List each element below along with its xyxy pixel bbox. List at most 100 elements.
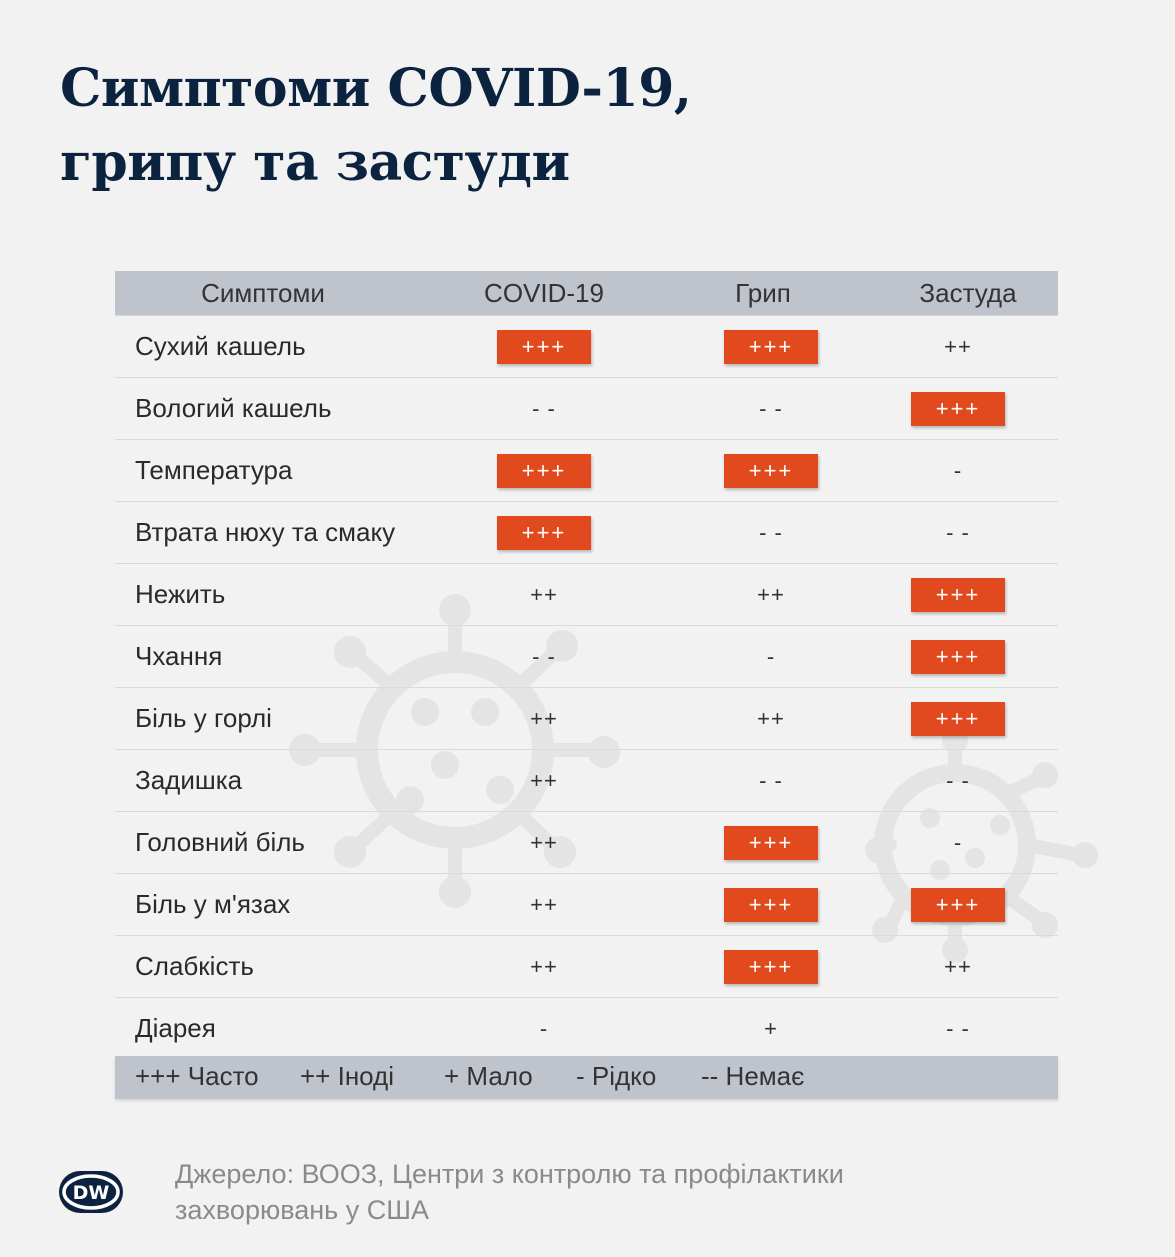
rating-value: ++ (530, 891, 558, 917)
symptom-label: Біль у горлі (135, 703, 272, 733)
rating-badge-high: +++ (911, 391, 1005, 426)
cell-covid: +++ (497, 440, 591, 501)
rating-value: ++ (530, 953, 558, 979)
cell-cold: - - (911, 502, 1005, 563)
symptom-label: Сухий кашель (135, 331, 306, 361)
symptom-label: Вологий кашель (135, 393, 332, 423)
header-flu: Грип (735, 278, 791, 308)
symptom-label: Діарея (135, 1013, 216, 1043)
title-line-2: грипу та застуди (60, 132, 570, 193)
table-row: Сухий кашель +++ +++ ++ (115, 316, 1058, 378)
cell-cold: +++ (911, 564, 1005, 625)
rating-value: - (539, 1015, 549, 1041)
table-row: Задишка ++ - - - - (115, 750, 1058, 812)
rating-badge-high: +++ (911, 887, 1005, 922)
rating-value: - (766, 643, 776, 669)
rating-badge-high: +++ (497, 515, 591, 550)
rating-badge-high: +++ (911, 701, 1005, 736)
cell-flu: - (724, 626, 818, 687)
legend-none: -- Немає (701, 1061, 805, 1091)
legend-rarely: - Рідко (576, 1061, 657, 1091)
header-cold: Застуда (919, 278, 1017, 308)
symptoms-table: Симптоми COVID-19 Грип Застуда Сухий каш… (115, 271, 1058, 1099)
symptom-label: Головний біль (135, 827, 305, 857)
table-header: Симптоми COVID-19 Грип Застуда (115, 271, 1058, 316)
cell-flu: +++ (724, 316, 818, 377)
rating-value: - - (532, 643, 556, 669)
symptom-label: Слабкість (135, 951, 254, 981)
symptom-label: Задишка (135, 765, 243, 795)
cell-flu: +++ (724, 874, 818, 935)
rating-value: - (953, 457, 963, 483)
dw-logo: DW (59, 1171, 123, 1213)
cell-flu: - - (724, 378, 818, 439)
cell-flu: + (724, 998, 818, 1059)
cell-cold: ++ (911, 316, 1005, 377)
table-row: Слабкість ++ +++ ++ (115, 936, 1058, 998)
cell-covid: ++ (497, 688, 591, 749)
cell-flu: +++ (724, 440, 818, 501)
rating-badge-high: +++ (724, 825, 818, 860)
title-line-1: Симптоми COVID-19, (60, 58, 692, 119)
rating-badge-high: +++ (724, 329, 818, 364)
rating-value: - - (532, 395, 556, 421)
rating-value: - - (946, 519, 970, 545)
symptom-label: Біль у м'язах (135, 889, 291, 919)
legend-little: + Мало (444, 1061, 533, 1091)
cell-covid: +++ (497, 316, 591, 377)
table-row: Біль у горлі ++ ++ +++ (115, 688, 1058, 750)
cell-cold: - - (911, 998, 1005, 1059)
rating-badge-high: +++ (911, 639, 1005, 674)
cell-flu: +++ (724, 936, 818, 997)
cell-cold: ++ (911, 936, 1005, 997)
symptom-label: Втрата нюху та смаку (135, 517, 396, 547)
rating-value: - - (759, 395, 783, 421)
rating-badge-high: +++ (911, 577, 1005, 612)
symptom-label: Чхання (135, 641, 223, 671)
cell-flu: ++ (724, 564, 818, 625)
cell-covid: ++ (497, 750, 591, 811)
cell-covid: - - (497, 378, 591, 439)
rating-value: ++ (944, 953, 972, 979)
cell-covid: ++ (497, 936, 591, 997)
rating-badge-high: +++ (497, 329, 591, 364)
rating-badge-high: +++ (497, 453, 591, 488)
cell-covid: +++ (497, 502, 591, 563)
legend-sometimes: ++ Іноді (300, 1061, 395, 1091)
rating-value: - - (946, 767, 970, 793)
rating-value: ++ (530, 581, 558, 607)
symptom-label: Нежить (135, 579, 226, 609)
cell-covid: ++ (497, 812, 591, 873)
rating-value: - - (759, 767, 783, 793)
rating-value: - (953, 829, 963, 855)
cell-cold: +++ (911, 626, 1005, 687)
legend-often: +++ Часто (135, 1061, 259, 1091)
table-body: Сухий кашель +++ +++ ++ Вологий кашель - -- -… (115, 316, 1058, 1056)
rating-value: - - (759, 519, 783, 545)
table-row: Температура +++ +++ - (115, 440, 1058, 502)
table-row: Головний біль ++ +++ - (115, 812, 1058, 874)
header-symptoms: Симптоми (201, 278, 325, 308)
rating-badge-high: +++ (724, 949, 818, 984)
symptom-label: Температура (135, 455, 293, 485)
rating-badge-high: +++ (724, 887, 818, 922)
legend: +++ Часто ++ Іноді + Мало - Рідко -- Нем… (115, 1056, 1058, 1099)
cell-flu: +++ (724, 812, 818, 873)
table-row: Нежить ++ ++ +++ (115, 564, 1058, 626)
cell-covid: - (497, 998, 591, 1059)
table-row: Чхання - - - +++ (115, 626, 1058, 688)
cell-cold: - (911, 440, 1005, 501)
dw-logo-text: DW (73, 1182, 110, 1204)
rating-value: ++ (757, 705, 785, 731)
cell-cold: +++ (911, 378, 1005, 439)
cell-covid: ++ (497, 564, 591, 625)
cell-flu: - - (724, 502, 818, 563)
rating-value: ++ (757, 581, 785, 607)
page-title: Симптоми COVID-19, грипу та застуди (60, 52, 692, 200)
rating-value: + (764, 1015, 778, 1041)
cell-flu: ++ (724, 688, 818, 749)
cell-covid: ++ (497, 874, 591, 935)
rating-value: ++ (530, 705, 558, 731)
rating-value: - - (946, 1015, 970, 1041)
cell-covid: - - (497, 626, 591, 687)
